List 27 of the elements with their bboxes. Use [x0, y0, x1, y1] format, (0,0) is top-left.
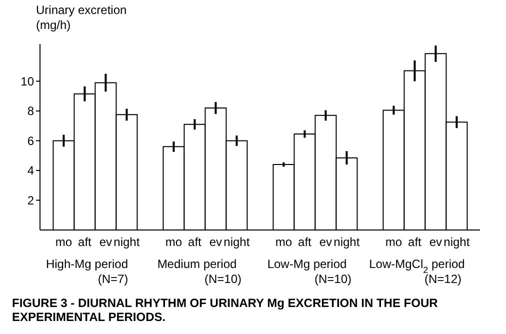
text: FIGURE 3 - DIURNAL RHYTHM OF URINARY Mg EXCRETION IN THE FOUR EXPERIMENTAL PERIODS.: [12, 296, 439, 324]
text: night: [334, 235, 360, 249]
y-tick-label: 6: [27, 134, 34, 148]
y-axis-title: Urinary excretion (mg/h): [36, 3, 127, 32]
text: mo: [165, 235, 182, 249]
series-label: aft: [78, 235, 92, 249]
series-label: ev: [99, 235, 112, 249]
text: night: [444, 235, 470, 249]
text: aft: [188, 235, 202, 249]
text: ev: [319, 235, 332, 249]
x-tick-label: High-Mg period (N=7): [46, 257, 128, 286]
x-tick-label: Low-Mg period (N=10): [267, 257, 352, 286]
x-tick-label: Low-MgCl$_{2}$ period (N=12): [369, 257, 465, 286]
y-tick-label: 2: [27, 194, 34, 208]
text: aft: [298, 235, 312, 249]
text: mo: [385, 235, 402, 249]
series-label: night: [224, 235, 250, 249]
text: aft: [408, 235, 422, 249]
text: ev: [429, 235, 442, 249]
text: mo: [275, 235, 292, 249]
series-label: mo: [55, 235, 72, 249]
y-tick-label: 8: [27, 104, 34, 118]
y-tick-label: 4: [27, 164, 34, 178]
y-tick-label: 10: [20, 74, 34, 88]
text: ev: [209, 235, 222, 249]
text: night: [114, 235, 140, 249]
x-tick-label: Medium period (N=10): [157, 257, 242, 286]
